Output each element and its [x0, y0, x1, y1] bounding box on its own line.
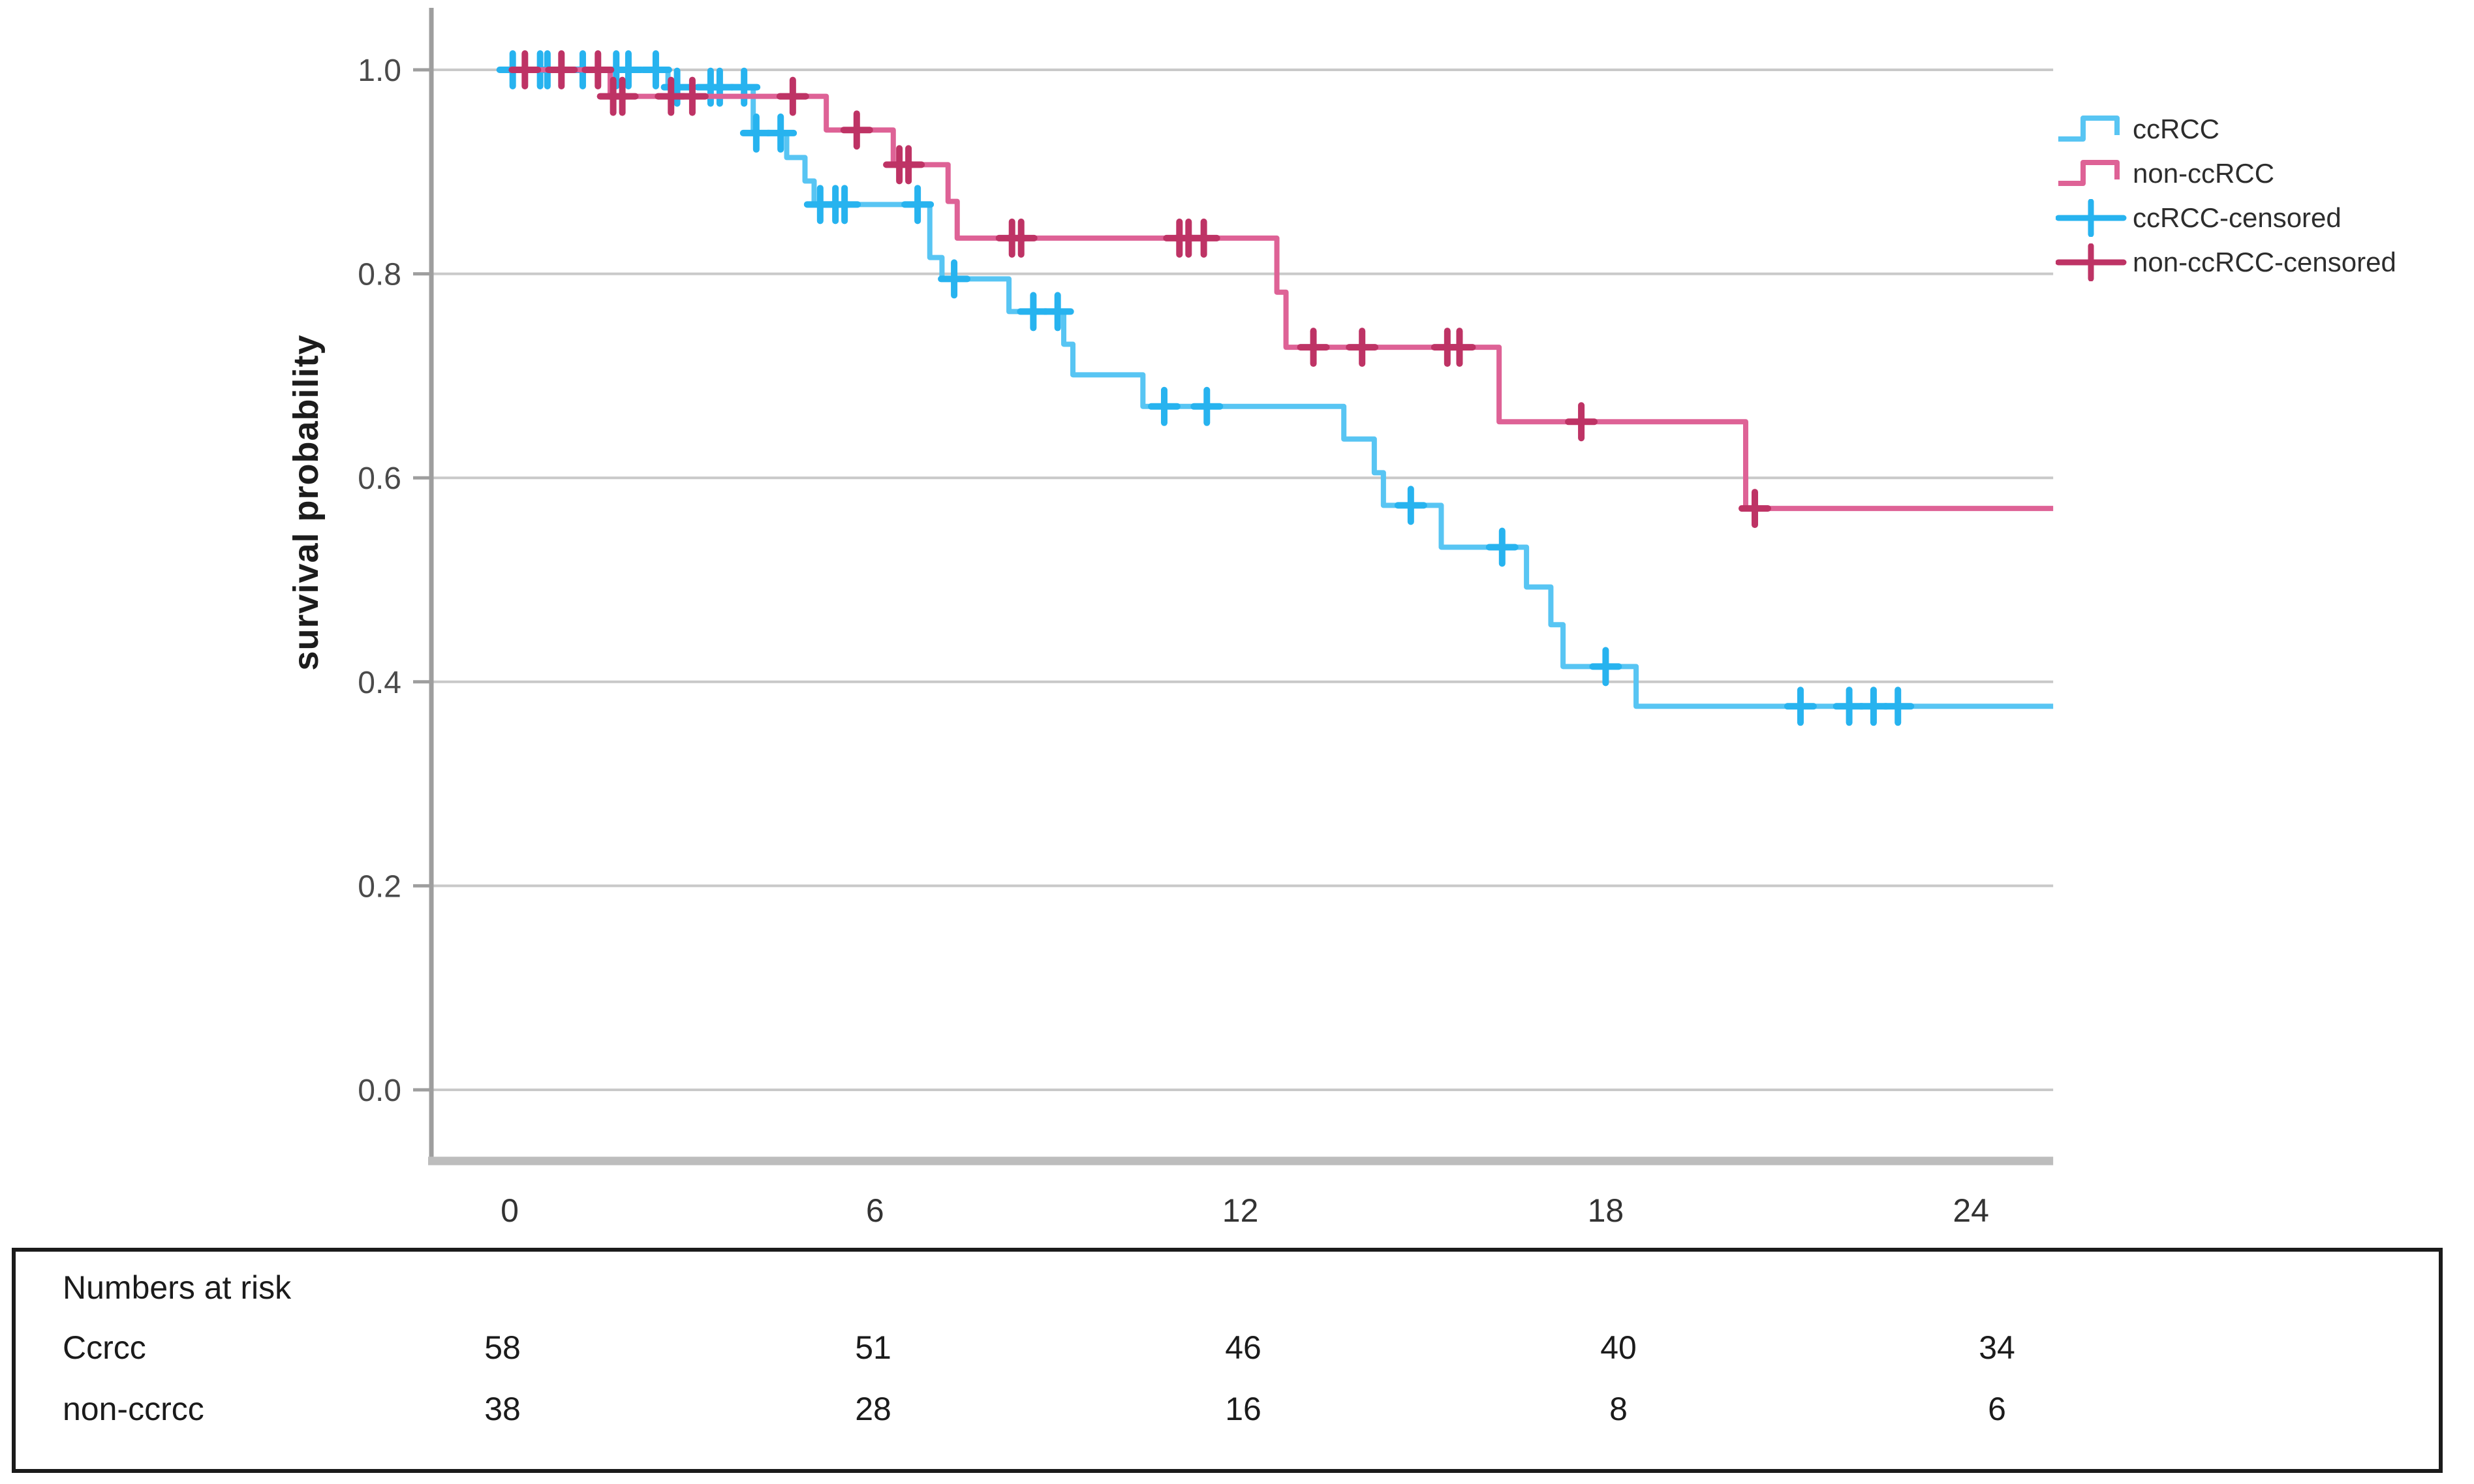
risk-row-label: Ccrcc	[63, 1329, 146, 1366]
x-tick-label: 0	[501, 1192, 519, 1229]
non-ccrcc-line-icon	[2056, 155, 2129, 193]
risk-value: 28	[855, 1391, 891, 1427]
risk-value: 58	[484, 1329, 521, 1366]
risk-value: 38	[484, 1391, 521, 1427]
legend-item-non-ccrcc-censored: non-ccRCC-censored	[2055, 243, 2396, 282]
chart-legend: ccRCC non-ccRCC ccRCC-censored non-ccRCC…	[2055, 110, 2396, 282]
risk-value: 6	[1988, 1391, 2006, 1427]
ccRCC-curve	[510, 67, 2054, 709]
legend-item-non-ccrcc: non-ccRCC	[2056, 154, 2396, 193]
x-tick-label: 6	[866, 1192, 884, 1229]
legend-label: non-ccRCC	[2133, 158, 2275, 189]
ccrcc-line-icon	[2056, 110, 2129, 148]
y-tick-label: 0.2	[358, 869, 401, 904]
y-tick-label: 0.6	[358, 461, 401, 496]
y-tick-label: 1.0	[358, 54, 401, 88]
legend-label: ccRCC	[2133, 114, 2219, 144]
risk-table-title: Numbers at risk	[63, 1269, 292, 1306]
x-tick-label: 18	[1588, 1192, 1624, 1229]
numbers-at-risk-table: Numbers at risk Ccrcc 58 51 46 40 34 non…	[12, 1248, 2443, 1473]
risk-value: 34	[1979, 1329, 2015, 1366]
risk-value: 46	[1225, 1329, 1261, 1366]
x-tick-label: 24	[1953, 1192, 1989, 1229]
legend-item-ccrcc: ccRCC	[2056, 110, 2396, 149]
y-tick-label: 0.4	[358, 666, 401, 700]
legend-label: non-ccRCC-censored	[2133, 247, 2396, 277]
legend-item-ccrcc-censored: ccRCC-censored	[2055, 198, 2396, 238]
y-axis-title: survival probability	[286, 334, 326, 671]
risk-value: 40	[1600, 1329, 1637, 1366]
risk-value: 8	[1609, 1391, 1628, 1427]
legend-label: ccRCC-censored	[2133, 202, 2342, 233]
y-tick-label: 0.8	[358, 258, 401, 292]
y-tick-label: 0.0	[358, 1074, 401, 1108]
x-tick-label: 12	[1222, 1192, 1259, 1229]
risk-value: 16	[1225, 1391, 1261, 1427]
non-ccRCC-curve	[510, 67, 2054, 512]
risk-value: 51	[855, 1329, 891, 1366]
non-ccrcc-censored-plus-icon	[2055, 243, 2129, 282]
ccrcc-censored-plus-icon	[2055, 198, 2129, 238]
survival-plot-canvas: 0.0 0.2 0.4 0.6 0.8 1.0 0 6 12 18 24	[358, 8, 2054, 1229]
risk-row-label: non-ccrcc	[63, 1391, 204, 1427]
